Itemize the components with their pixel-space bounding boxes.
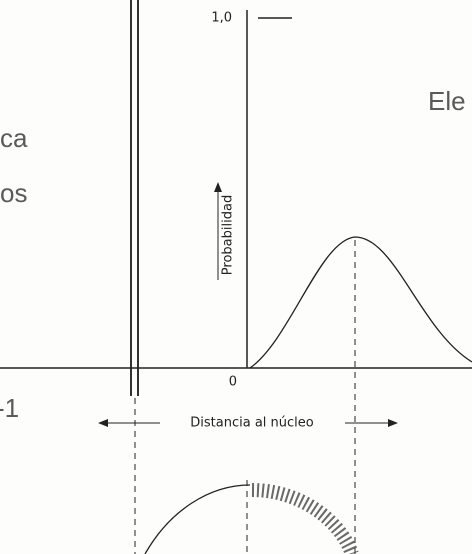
slide-footer: -1 — [0, 393, 19, 423]
screenshot: 1,0 0 Probabilidad Distancia al núcleo E… — [0, 0, 472, 554]
slide-text: ca — [0, 123, 28, 153]
y-axis-label: Probabilidad — [221, 195, 236, 275]
x-axis-label: Distancia al núcleo — [190, 416, 314, 431]
slide-heading: Ele — [428, 86, 466, 116]
y-bottom-label: 0 — [229, 375, 237, 390]
y-top-label: 1,0 — [211, 11, 232, 26]
slide-text: os — [0, 178, 27, 208]
